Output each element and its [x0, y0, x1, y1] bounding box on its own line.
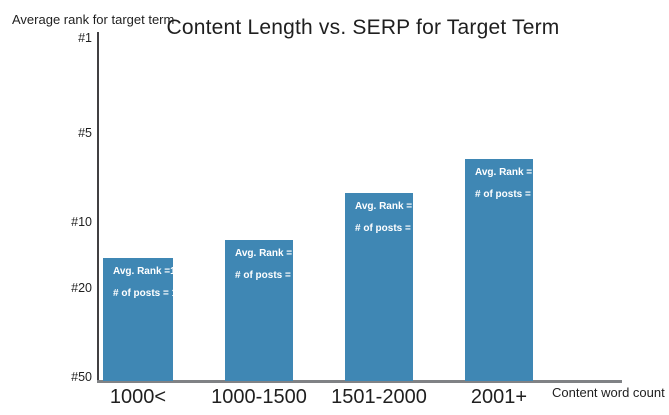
bar-avg-rank-label: Avg. Rank = 5	[475, 167, 541, 178]
bar-avg-rank-label: Avg. Rank = 12	[235, 248, 307, 259]
x-category-label: 1501-2000	[331, 386, 427, 408]
chart-bar-1501-2000: Avg. Rank = 7 # of posts = 34	[345, 193, 425, 381]
x-category-label: 1000-1500	[211, 386, 307, 408]
x-category-label: 2001+	[470, 386, 528, 408]
chart-bar-2001-plus: Avg. Rank = 5 # of posts = 12	[465, 159, 545, 381]
bar-posts-label: # of posts = 12	[475, 189, 545, 200]
x-axis-line	[97, 380, 622, 383]
bar-posts-label: # of posts = 94	[235, 270, 305, 281]
chart-bar-1000-under: Avg. Rank =18 # of posts = 16	[103, 258, 183, 381]
chart-title: Content Length vs. SERP for Target Term	[166, 16, 560, 39]
bar-posts-label: # of posts = 34	[355, 223, 425, 234]
y-axis-title: Average rank for target term	[12, 12, 175, 27]
y-tick-label-10: #10	[71, 215, 92, 229]
y-tick-label-50: #50	[71, 370, 92, 384]
chart-bar-1000-1500: Avg. Rank = 12 # of posts = 94	[225, 240, 307, 381]
y-tick-label-5: #5	[78, 126, 92, 140]
y-axis-line	[97, 32, 99, 382]
y-tick-label-1: #1	[78, 31, 92, 45]
bar-avg-rank-label: Avg. Rank =18	[113, 266, 182, 277]
bar-posts-label: # of posts = 16	[113, 288, 183, 299]
x-category-label: 1000<	[109, 386, 167, 408]
y-tick-label-20: #20	[71, 281, 92, 295]
x-axis-title: Content word count	[552, 385, 665, 400]
bar-avg-rank-label: Avg. Rank = 7	[355, 201, 421, 212]
